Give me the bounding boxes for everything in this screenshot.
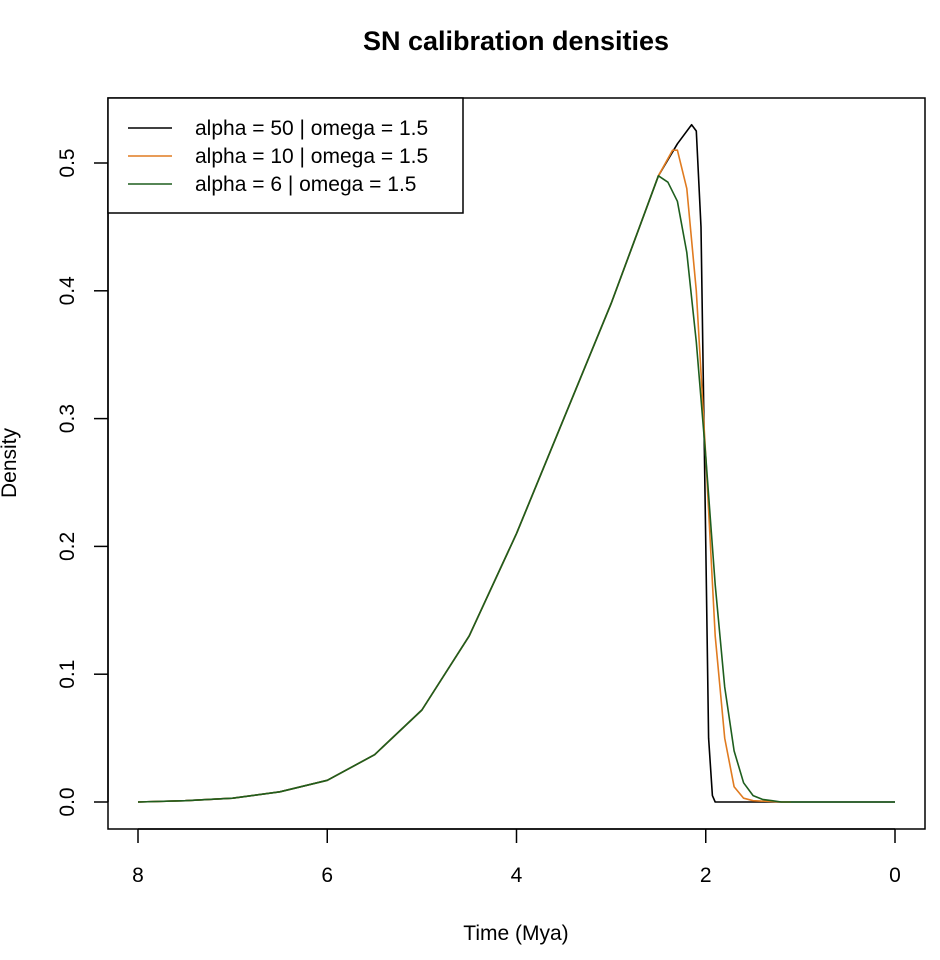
legend-label: alpha = 10 | omega = 1.5	[195, 145, 428, 168]
y-tick-label: 0.0	[56, 787, 79, 816]
x-axis-label: Time (Mya)	[463, 922, 568, 945]
series-layer	[137, 123, 895, 803]
y-tick-label: 0.3	[56, 404, 79, 433]
legend-label: alpha = 50 | omega = 1.5	[195, 117, 428, 140]
legend-label: alpha = 6 | omega = 1.5	[195, 173, 416, 196]
series-line-2	[137, 149, 791, 803]
x-tick-label: 2	[700, 864, 712, 887]
y-tick-label: 0.1	[56, 660, 79, 689]
legend: alpha = 50 | omega = 1.5 alpha = 10 | ome…	[107, 97, 464, 214]
series-line-1	[137, 123, 895, 803]
x-tick-label: 6	[321, 864, 333, 887]
y-tick-label: 0.4	[56, 276, 79, 306]
y-tick-label: 0.5	[56, 148, 79, 177]
x-axis: 8 6 4 2 0	[132, 828, 901, 887]
series-line-3	[137, 175, 895, 803]
x-tick-label: 8	[132, 864, 144, 887]
chart-title: SN calibration densities	[363, 26, 669, 56]
y-tick-label: 0.2	[56, 532, 79, 561]
y-axis-label: Density	[0, 427, 21, 498]
y-axis: 0.0 0.1 0.2 0.3 0.4 0.5	[56, 148, 109, 817]
x-tick-label: 0	[889, 864, 901, 887]
x-tick-label: 4	[511, 864, 523, 887]
